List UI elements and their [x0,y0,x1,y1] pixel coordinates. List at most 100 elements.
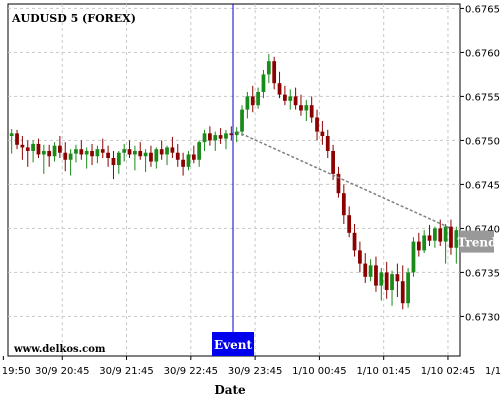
candle [240,105,244,136]
candle [25,140,30,167]
trend-line [236,130,452,230]
candle-body [143,152,148,157]
candle-body [208,133,212,141]
candle [133,145,137,171]
candle [400,265,405,310]
candle [325,129,330,158]
candle-body [341,193,346,216]
candle [84,147,89,169]
candle [390,270,394,306]
candle-body [74,149,78,154]
candle [197,140,202,167]
candle-body [331,150,335,174]
candle [138,142,143,160]
candle-body [186,154,191,167]
candle [106,145,110,167]
candle-body [374,265,378,286]
candle [95,145,100,164]
trend-label: Trend [457,236,497,250]
candle [111,150,116,180]
x-tick-label: 30/9 22:45 [164,366,218,377]
candle [422,230,427,254]
event-badge [212,332,254,356]
candle [224,129,228,150]
candle-body [283,94,287,101]
x-tick-label: 1/10 00:45 [292,366,346,377]
candle-body [127,149,132,155]
candle [299,94,303,116]
candle [347,206,352,238]
plot-area [7,3,461,357]
candle-body [68,153,73,160]
candle [309,96,314,123]
candle-body [363,263,368,277]
candle-body [52,145,57,157]
candle [36,138,41,158]
candle-body [293,96,298,106]
candle [315,109,319,141]
candle-body [218,135,223,139]
candle [427,224,432,246]
candle-body [315,117,319,132]
candle-body [116,152,121,166]
candle [293,87,298,110]
y-tick-label: 0.6735 [465,268,500,279]
candle-body [261,74,266,92]
x-tick-label: 30/9 19:50 [0,366,31,377]
candle [31,140,35,163]
candle-body [427,235,432,241]
candle [175,143,180,167]
candle-body [90,150,94,157]
candle [213,131,218,151]
candle-body [368,265,373,277]
x-tick-label: 1/10 02:45 [421,366,475,377]
candle-body [197,142,202,160]
y-tick-label: 0.6755 [465,92,500,103]
candle-body [36,143,41,155]
candle [320,121,325,145]
y-tick-label: 0.6745 [465,180,500,191]
candle [149,145,153,167]
candle [159,140,164,160]
candle-body [47,150,52,157]
candle [283,85,287,106]
x-tick-label: 30/9 20:45 [35,366,89,377]
candle-body [347,215,352,233]
y-tick-label: 0.6750 [465,136,500,147]
candle-body [25,147,30,151]
candle-body [240,109,244,132]
candle-body [384,272,389,290]
candle [352,224,357,257]
candle [250,85,255,113]
candle-body [165,147,169,155]
candle-body [20,144,25,148]
candle-body [95,149,100,157]
grid-lines [8,4,460,356]
candle [443,224,448,264]
candle [438,219,443,246]
candle [229,126,234,141]
candle [277,71,282,99]
candle-body [213,135,218,141]
x-axis-ticks: 30/9 19:50 30/9 20:45 30/9 21:45 30/9 22:45… [0,356,500,377]
candle-body [106,152,110,158]
candle-body [63,152,68,160]
candle [384,261,389,299]
event-label: Event [214,338,252,352]
candle [170,136,175,158]
candle-body [266,61,271,75]
candle-body [202,133,207,143]
candle [63,142,68,172]
candle-body [170,147,175,153]
candle [406,268,410,308]
candle-body [181,159,185,167]
candle-body [299,105,303,111]
candle-body [438,228,443,242]
candle [20,136,25,160]
candle-body [400,281,405,304]
candle-body [309,105,314,118]
candle [358,241,362,273]
candle-body [422,235,427,251]
candle [165,145,169,166]
trend-badge [460,230,494,253]
